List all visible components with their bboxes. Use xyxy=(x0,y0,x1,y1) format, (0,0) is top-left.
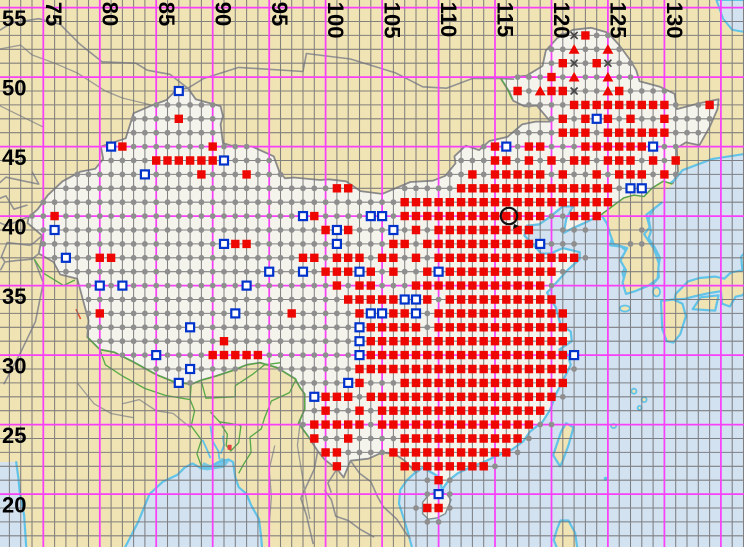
svg-text:130: 130 xyxy=(662,2,687,39)
svg-text:50: 50 xyxy=(2,75,26,100)
svg-text:35: 35 xyxy=(2,284,26,309)
svg-text:20: 20 xyxy=(2,492,26,517)
svg-text:45: 45 xyxy=(2,145,26,170)
svg-text:90: 90 xyxy=(210,2,235,26)
svg-text:120: 120 xyxy=(549,2,574,39)
svg-text:85: 85 xyxy=(154,2,179,26)
svg-text:125: 125 xyxy=(606,2,631,39)
svg-text:55: 55 xyxy=(2,6,26,31)
svg-text:30: 30 xyxy=(2,353,26,378)
svg-text:110: 110 xyxy=(436,2,461,38)
svg-text:105: 105 xyxy=(380,2,405,39)
svg-text:100: 100 xyxy=(323,2,348,39)
svg-text:25: 25 xyxy=(2,423,26,448)
svg-text:75: 75 xyxy=(41,2,66,26)
svg-text:95: 95 xyxy=(267,2,292,26)
svg-text:40: 40 xyxy=(2,214,26,239)
svg-text:80: 80 xyxy=(97,2,122,26)
svg-text:115: 115 xyxy=(493,2,518,37)
